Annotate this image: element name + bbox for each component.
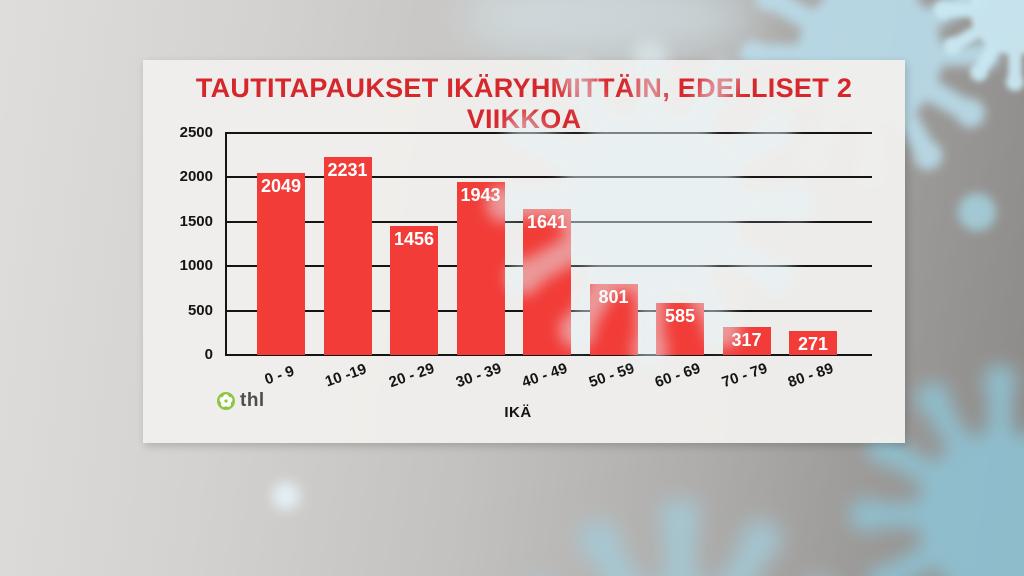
virus-icon: [468, 22, 832, 386]
x-axis-category-label: 0 - 9: [262, 362, 297, 389]
x-axis-title: IKÄ: [504, 404, 532, 421]
virus-icon: [478, 478, 882, 576]
y-axis-tick-label: 2000: [179, 168, 213, 186]
x-axis-category-label: 10 -19: [322, 360, 369, 391]
x-axis-category-label: 20 - 29: [386, 359, 437, 392]
background-blob: [958, 193, 996, 231]
y-axis-tick-label: 1500: [179, 212, 213, 230]
bar-value-label: 2049: [260, 176, 302, 196]
bar-value-label: 2231: [327, 160, 368, 180]
bar: 2231: [323, 157, 372, 355]
bar: 2049: [257, 173, 305, 355]
y-axis-tick-label: 2500: [179, 124, 213, 141]
bar: 1456: [390, 226, 438, 355]
gridline: [225, 176, 872, 179]
thl-logo-text: thl: [240, 390, 265, 411]
y-axis-tick-label: 500: [187, 301, 213, 319]
gridline: [225, 354, 872, 356]
y-axis-tick-label: 1000: [179, 257, 213, 275]
thl-logo: thl: [217, 390, 265, 412]
virus-icon: [925, 0, 1024, 100]
y-axis-line: [225, 132, 227, 356]
bar-value-label: 585: [664, 306, 696, 326]
bar: 585: [656, 303, 704, 355]
y-axis-tick-label: 0: [204, 346, 213, 363]
bar-value-label: 271: [797, 334, 829, 354]
bar: 271: [789, 331, 837, 355]
bar-value-label: 1456: [393, 229, 435, 249]
background-blob: [272, 482, 300, 510]
thl-flower-icon: [217, 392, 235, 410]
